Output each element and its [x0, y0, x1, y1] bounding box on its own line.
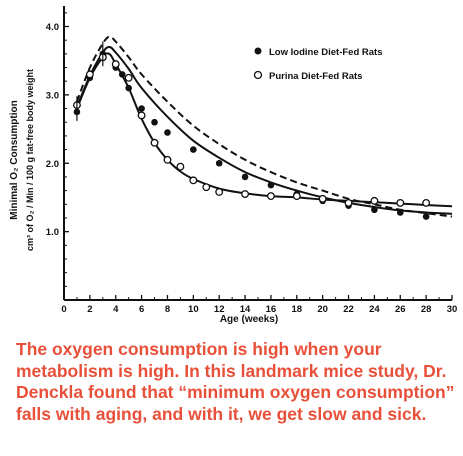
data-point-low-iodine — [125, 84, 132, 92]
data-point-low-iodine — [371, 206, 378, 214]
data-point-purina — [202, 183, 211, 192]
data-point-purina — [422, 198, 431, 207]
y-axis-label-line1: Minimal O₂ Consumption — [9, 100, 20, 219]
data-point-purina — [176, 162, 185, 171]
data-point-purina — [150, 138, 159, 147]
data-point-low-iodine — [190, 146, 197, 153]
x-tick-label: 18 — [292, 304, 303, 315]
x-tick-label: 12 — [214, 304, 225, 315]
data-point-purina — [111, 60, 120, 69]
caption-text: The oxygen consumption is high when your… — [16, 339, 455, 424]
data-point-low-iodine — [396, 209, 404, 216]
x-tick-label: 26 — [395, 304, 406, 315]
legend-label-series-1: Low Iodine Diet-Fed Rats — [269, 47, 382, 58]
legend-marker-filled — [254, 47, 262, 55]
solid-fit-curve-1 — [75, 45, 453, 215]
data-point-purina — [124, 73, 133, 82]
data-point-purina — [344, 198, 353, 207]
data-point-purina — [137, 111, 146, 120]
data-point-low-iodine — [164, 129, 171, 136]
x-tick-label: 14 — [240, 304, 251, 315]
x-tick-label: 6 — [139, 304, 144, 315]
y-tick-label: 1.0 — [46, 227, 59, 238]
y-tick-label: 4.0 — [46, 22, 59, 33]
data-point-low-iodine — [422, 213, 430, 220]
data-point-purina — [189, 176, 198, 185]
legend-marker-open — [253, 70, 263, 80]
data-point-low-iodine — [151, 118, 158, 126]
y-tick-label: 2.0 — [46, 159, 59, 170]
x-tick-label: 2 — [87, 304, 92, 315]
x-tick-label: 28 — [421, 304, 432, 315]
data-point-low-iodine — [118, 71, 126, 78]
x-tick-label: 24 — [369, 304, 380, 315]
x-tick-label: 4 — [113, 304, 119, 315]
x-tick-label: 16 — [266, 304, 277, 315]
data-point-purina — [215, 188, 224, 196]
x-tick-label: 30 — [447, 304, 458, 315]
x-axis-label: Age (weeks) — [220, 314, 278, 325]
y-axis-label-line2: cm³ of O₂ / Min / 100 g fat-free body we… — [25, 69, 35, 251]
dashed-fit-curve — [75, 35, 453, 218]
y-tick-label: 3.0 — [46, 90, 59, 101]
data-point-low-iodine — [138, 105, 145, 112]
x-tick-label: 8 — [165, 304, 170, 315]
data-point-purina — [370, 196, 379, 205]
data-point-low-iodine — [241, 173, 249, 181]
x-tick-label: 20 — [317, 304, 328, 315]
data-point-purina — [85, 70, 94, 79]
x-tick-label: 0 — [61, 304, 66, 315]
data-point-purina — [266, 192, 275, 201]
data-point-purina — [318, 194, 327, 203]
data-point-low-iodine — [267, 181, 275, 189]
data-point-purina — [241, 190, 250, 198]
data-point-purina — [292, 192, 301, 201]
x-tick-label: 22 — [343, 304, 354, 315]
data-point-low-iodine — [215, 159, 223, 167]
legend: Low Iodine Diet-Fed Rats Purina Diet-Fed… — [253, 47, 382, 82]
legend-label-series-2: Purina Diet-Fed Rats — [269, 71, 362, 82]
data-point-purina — [396, 198, 405, 207]
data-point-purina — [163, 155, 172, 164]
chart: 0 2 4 6 8 10 12 14 16 18 20 22 24 26 28 301.02.03.04.0 … — [9, 6, 458, 325]
x-tick-label: 10 — [188, 304, 199, 315]
